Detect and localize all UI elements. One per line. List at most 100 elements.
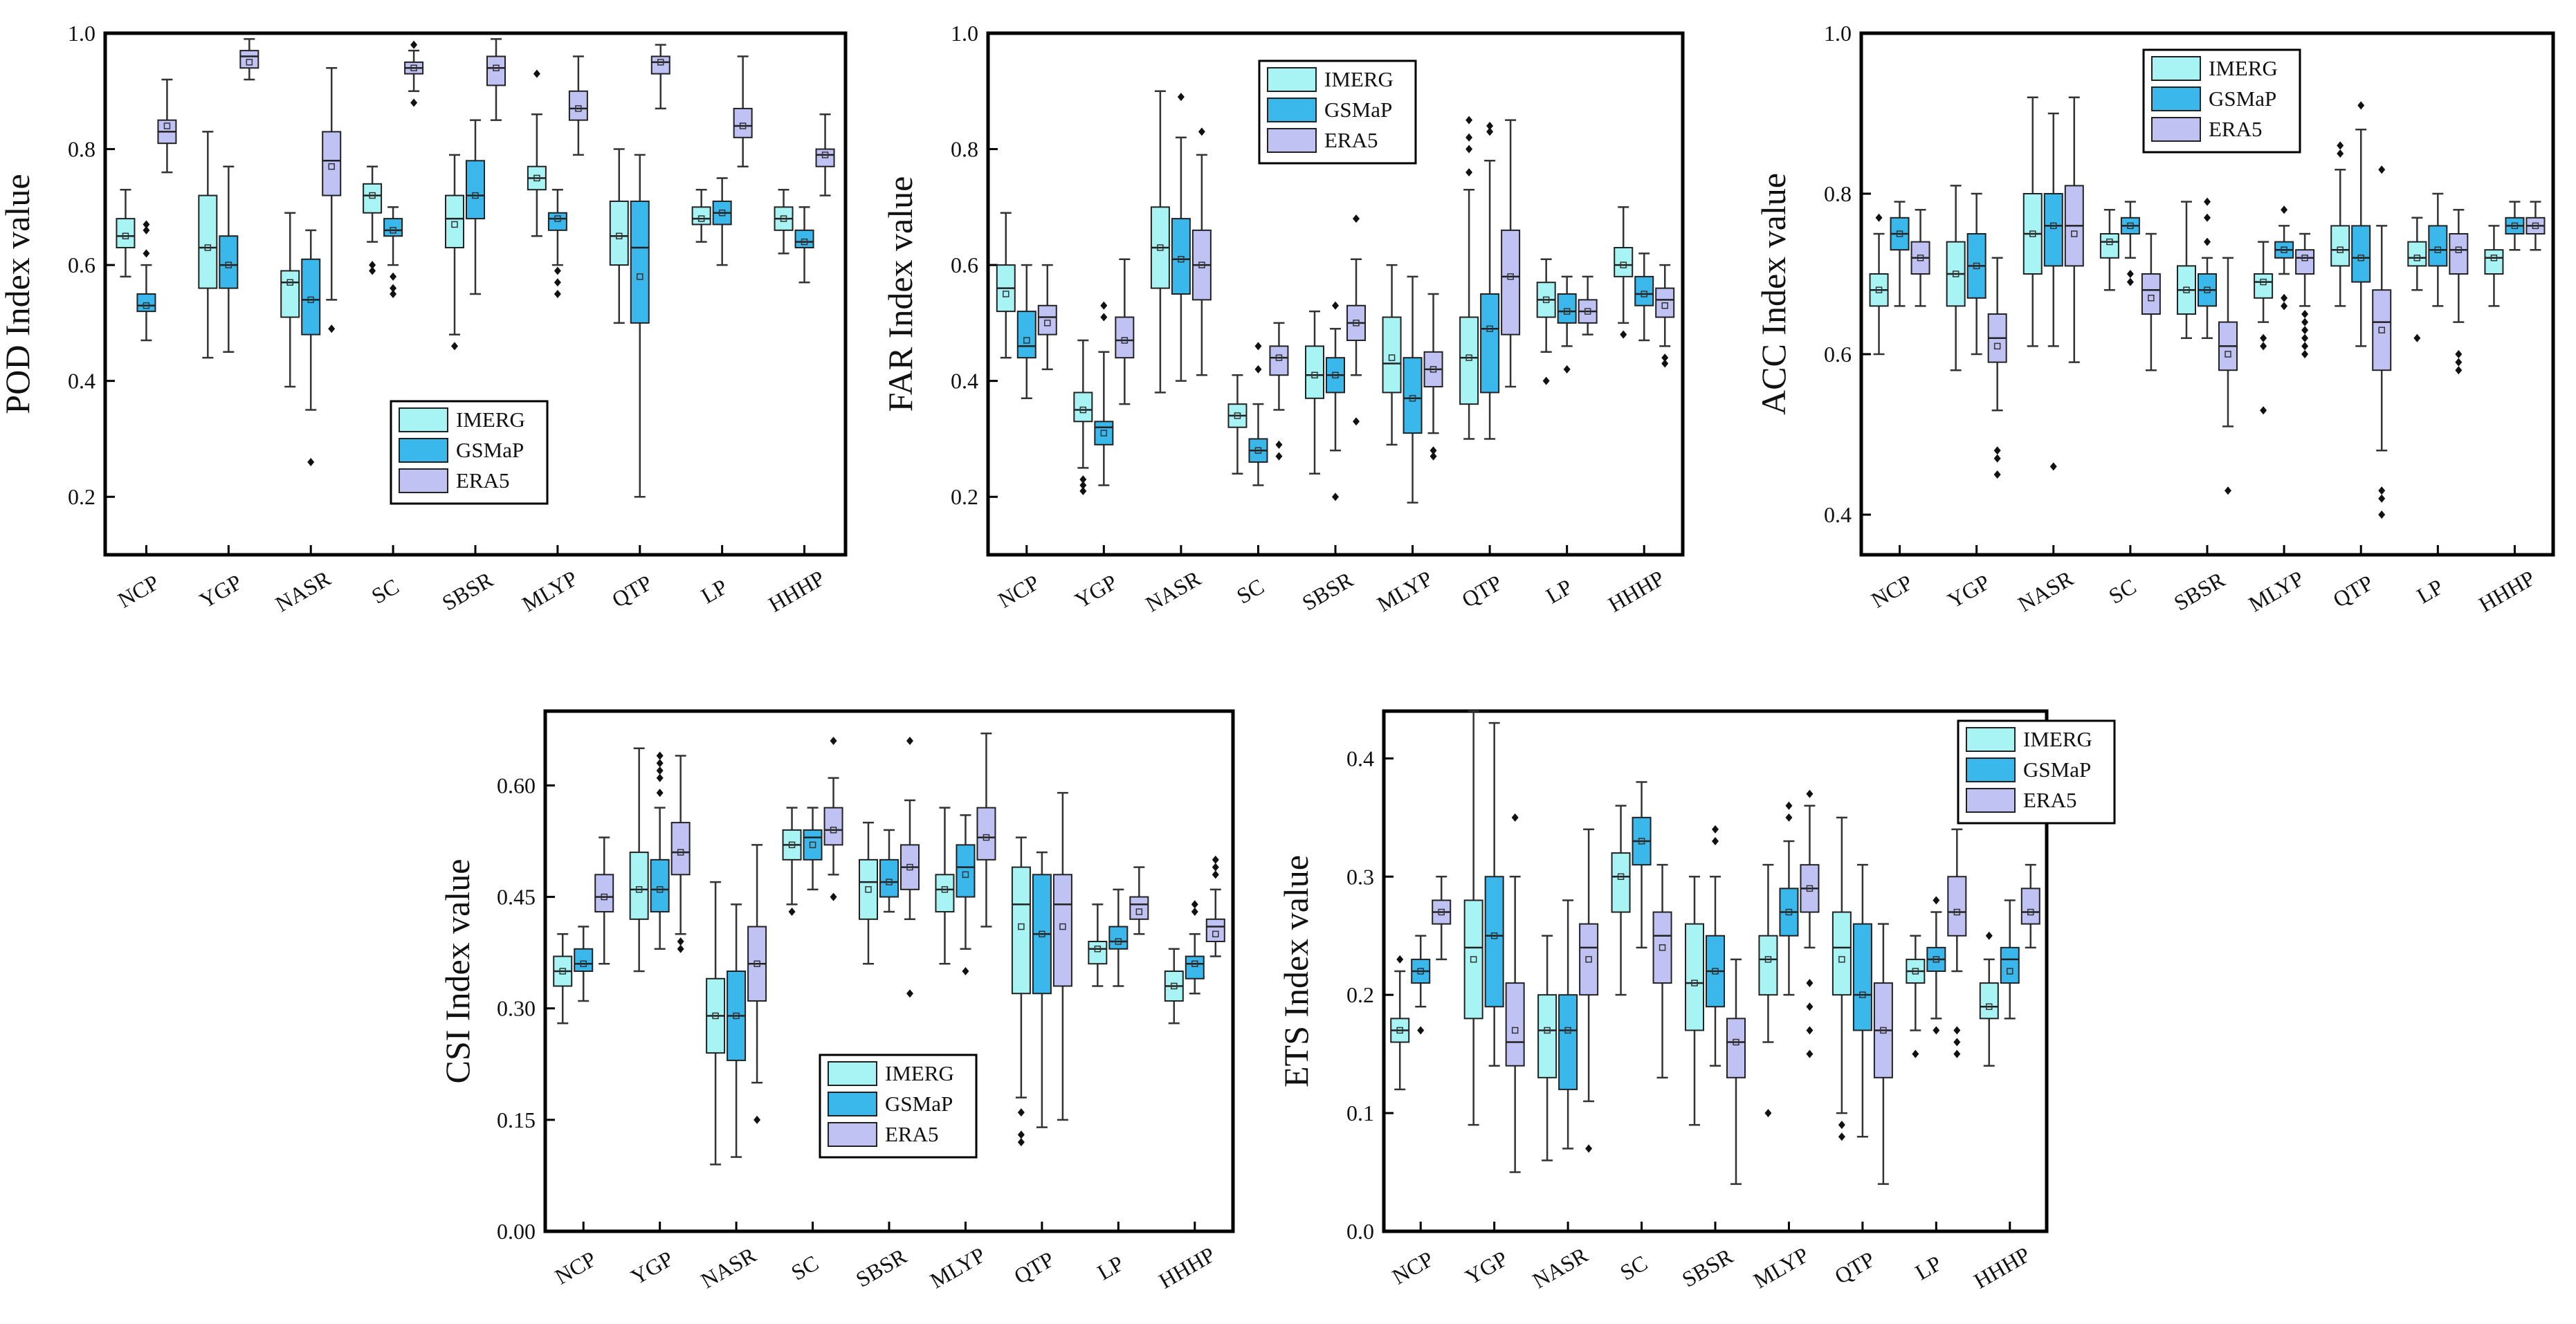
mean-marker [451, 221, 458, 228]
csi-box-imerg-ygp [629, 747, 649, 973]
outlier-point [1953, 1049, 1961, 1058]
outlier-point [2378, 165, 2386, 174]
outlier-point [1017, 1138, 1025, 1147]
csi-box-gsmap-hhhp [1185, 900, 1205, 995]
outlier-point [656, 773, 664, 782]
outlier-point [143, 226, 150, 235]
pod-box-era5-sbsr [486, 38, 506, 121]
iqr-box [1652, 911, 1672, 984]
far-box-era5-nasr [1191, 127, 1212, 376]
csi-category-label-lp: LP [1093, 1251, 1128, 1285]
iqr-box [1016, 311, 1036, 359]
outlier-point [451, 342, 458, 351]
iqr-box [239, 50, 259, 69]
mean-marker [697, 215, 705, 222]
mean-marker [1100, 430, 1108, 436]
ets-box-era5-hhhp [2020, 863, 2040, 949]
mean-marker [1585, 956, 1592, 963]
csi-ytick-label: 0.60 [497, 773, 536, 798]
mean-marker [886, 879, 893, 885]
mean-marker [1003, 291, 1010, 297]
ets-box-gsmap-nasr [1558, 899, 1578, 1150]
outlier-point [533, 69, 540, 78]
outlier-point [1785, 801, 1793, 810]
mean-marker [906, 863, 913, 871]
iqr-box [2330, 225, 2350, 267]
mean-marker [2378, 327, 2385, 333]
acc-ytick-label: 0.6 [1824, 342, 1852, 367]
mean-marker [1332, 371, 1339, 379]
csi-box-gsmap-ncp [574, 926, 594, 1002]
acc-box-era5-nasr [2064, 96, 2084, 363]
outlier-point [1806, 789, 1814, 798]
mean-marker [1417, 968, 1424, 975]
mean-marker [865, 886, 872, 893]
outlier-point [1542, 376, 1550, 385]
mean-marker [410, 64, 417, 72]
pod-legend-swatch-gsmap [399, 438, 448, 463]
iqr-box [823, 807, 843, 846]
ets-legend-swatch-gsmap [1966, 757, 2016, 782]
mean-marker [801, 238, 808, 246]
mean-marker [2050, 222, 2057, 230]
csi-box-gsmap-lp [1108, 888, 1129, 987]
ets-category-label-qtp: QTP [1830, 1247, 1879, 1289]
outlier-point [2281, 205, 2288, 214]
mean-marker [2127, 222, 2134, 230]
iqr-box [650, 858, 670, 913]
outlier-point [1838, 1132, 1845, 1141]
mean-marker [788, 841, 796, 849]
ets-box-imerg-sc [1611, 804, 1631, 996]
mean-marker [1388, 354, 1396, 361]
pod-category-label-sc: SC [367, 573, 403, 609]
ets-legend-swatch-era5 [1966, 788, 2016, 813]
mean-marker [1875, 286, 1883, 293]
outlier-point [1511, 813, 1519, 822]
mean-marker [1542, 296, 1550, 304]
mean-marker [1094, 946, 1102, 953]
acc-category-label-mlyp: MLYP [2245, 565, 2308, 616]
csi-box-imerg-sc [782, 807, 802, 917]
acc-category-label-hhhp: HHHP [2474, 565, 2539, 617]
ets-box-imerg-hhhp [1979, 931, 1999, 1067]
ets-box-era5-sbsr [1726, 958, 1746, 1185]
far-box-era5-lp [1578, 275, 1598, 335]
ets-ytick-label: 0.2 [1346, 982, 1374, 1007]
csi-y-axis-label: CSI Index value [438, 859, 477, 1084]
mean-marker [616, 232, 623, 239]
acc-box-gsmap-hhhp [2505, 201, 2525, 251]
far-box-gsmap-qtp [1480, 122, 1500, 440]
pod-box-era5-hhhp [815, 113, 835, 196]
mean-marker [1880, 1027, 1887, 1034]
outlier-point [390, 290, 397, 298]
outlier-point [1712, 837, 1719, 845]
outlier-point [1993, 454, 2001, 463]
iqr-box [2043, 193, 2063, 267]
outlier-point [1017, 1108, 1025, 1117]
pod-category-label-ncp: NCP [113, 569, 163, 612]
mean-marker [677, 849, 684, 856]
ets-box-era5-lp [1947, 828, 1967, 1058]
pod-box-gsmap-sbsr [466, 119, 485, 295]
outlier-point [2049, 462, 2057, 471]
mean-marker [1171, 982, 1178, 990]
mean-marker [2007, 968, 2013, 975]
mean-marker [1917, 255, 1924, 261]
outlier-point [1465, 145, 1473, 154]
far-box-imerg-hhhp [1614, 206, 1634, 339]
mean-marker [1470, 956, 1477, 963]
csi-category-label-ygp: YGP [626, 1246, 677, 1289]
far-box-era5-sbsr [1346, 214, 1366, 426]
outlier-point [1353, 417, 1360, 426]
iqr-box [1685, 923, 1704, 1031]
ets-category-label-ygp: YGP [1461, 1246, 1511, 1289]
csi-box-era5-lp [1129, 866, 1149, 935]
iqr-box [280, 270, 300, 318]
pod-box-gsmap-lp [712, 177, 732, 266]
mean-marker [2106, 238, 2113, 246]
outlier-point [1486, 122, 1494, 131]
csi-box-era5-nasr [747, 844, 767, 1124]
mean-marker [1018, 923, 1025, 930]
outlier-point [143, 249, 150, 258]
iqr-box [1537, 994, 1558, 1078]
